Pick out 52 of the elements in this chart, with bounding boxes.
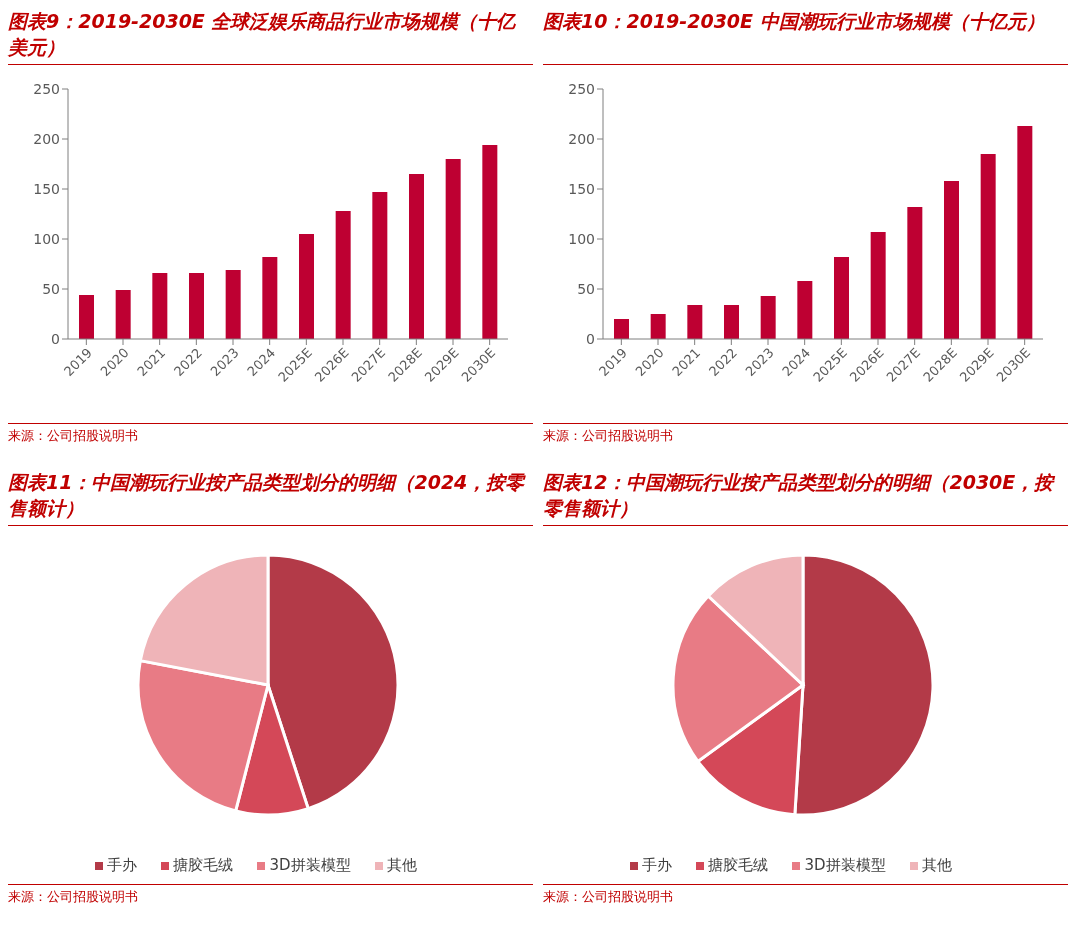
bar (445, 159, 461, 339)
bar (614, 319, 629, 339)
y-tick-label: 200 (568, 130, 595, 147)
legend-label: 搪胶毛绒 (173, 856, 234, 874)
bar (189, 273, 204, 339)
bar (299, 234, 314, 339)
chart-title: 图表12：中国潮玩行业按产品类型划分的明细（2030E，按零售额计） (543, 469, 1068, 526)
legend-label: 其他 (386, 856, 417, 874)
y-tick-label: 200 (33, 130, 60, 147)
bar (907, 207, 923, 339)
bar (152, 273, 168, 339)
source-note: 来源：公司招股说明书 (8, 423, 533, 445)
bar (870, 232, 886, 339)
source-note: 来源：公司招股说明书 (543, 423, 1068, 445)
bar (944, 181, 959, 339)
legend-label: 其他 (921, 856, 952, 874)
bar (650, 314, 666, 339)
y-tick-label: 150 (33, 180, 60, 197)
bar (372, 192, 388, 339)
bar (225, 270, 241, 339)
y-tick-label: 250 (33, 80, 60, 97)
bar (724, 305, 739, 339)
legend-label: 手办 (107, 856, 138, 874)
legend-label: 手办 (642, 856, 673, 874)
legend-label: 3D拼装模型 (269, 856, 351, 874)
bar (262, 257, 278, 339)
bar (834, 257, 849, 339)
y-tick-label: 100 (568, 230, 595, 247)
y-tick-label: 0 (586, 330, 595, 347)
y-tick-label: 0 (51, 330, 60, 347)
legend-label: 3D拼装模型 (804, 856, 886, 874)
bar (797, 281, 813, 339)
bar (760, 296, 776, 339)
y-tick-label: 250 (568, 80, 595, 97)
chart-title: 图表9：2019-2030E 全球泛娱乐商品行业市场规模（十亿美元） (8, 8, 533, 65)
bar (687, 305, 703, 339)
y-tick-label: 150 (568, 180, 595, 197)
y-tick-label: 50 (577, 280, 595, 297)
chart-title: 图表11：中国潮玩行业按产品类型划分的明细（2024，按零售额计） (8, 469, 533, 526)
bar (1017, 126, 1033, 339)
legend-label: 搪胶毛绒 (708, 856, 769, 874)
bar (482, 145, 498, 339)
chart-title: 图表10：2019-2030E 中国潮玩行业市场规模（十亿元） (543, 8, 1068, 65)
y-tick-label: 100 (33, 230, 60, 247)
source-note: 来源：公司招股说明书 (8, 884, 533, 906)
bar (409, 174, 424, 339)
bar (980, 154, 996, 339)
source-note: 来源：公司招股说明书 (543, 884, 1068, 906)
y-tick-label: 50 (42, 280, 60, 297)
bar (115, 290, 131, 339)
bar (79, 295, 94, 339)
bar (335, 211, 351, 339)
